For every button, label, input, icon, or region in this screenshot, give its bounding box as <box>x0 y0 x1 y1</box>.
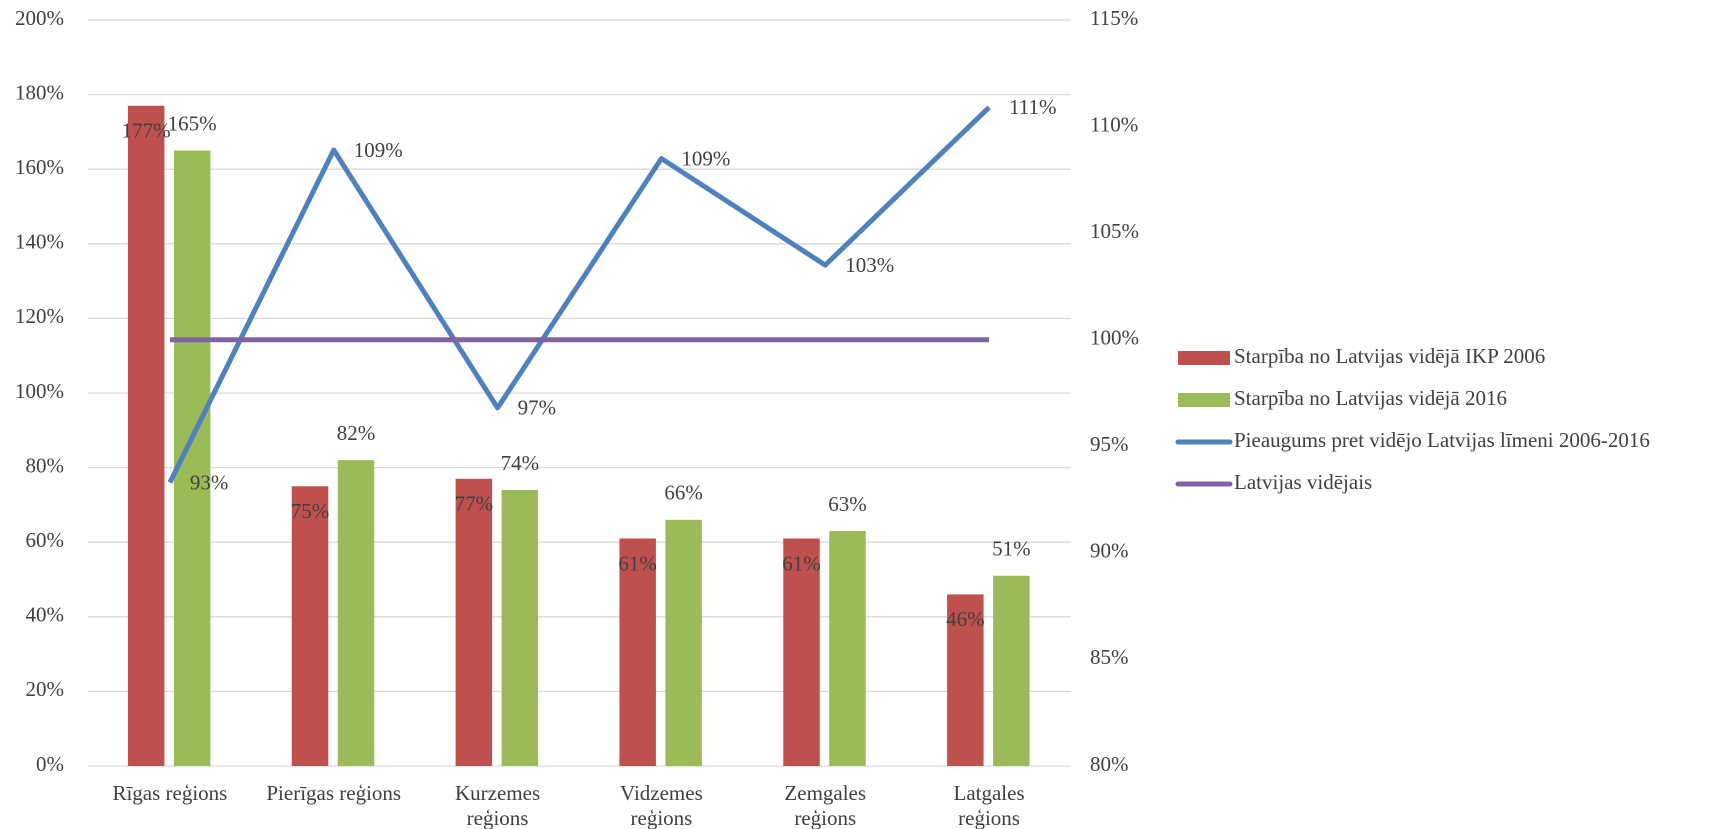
line <box>167 105 991 484</box>
value-label: 93% <box>190 470 229 494</box>
bar <box>665 519 702 766</box>
x-tick-line: reģions <box>467 806 529 829</box>
y-tick-label: 200% <box>15 6 64 30</box>
bar <box>127 105 165 767</box>
value-label: 61% <box>782 551 821 575</box>
value-label: 165% <box>168 111 217 135</box>
value-label: 61% <box>618 551 657 575</box>
x-tick-label: Zemgales reģions <box>784 781 866 829</box>
y-tick-label: 100% <box>15 379 64 403</box>
value-label: 111% <box>1009 95 1056 119</box>
bar <box>501 489 539 766</box>
y-tick-label: 180% <box>15 80 64 104</box>
bar <box>947 594 984 766</box>
x-tick-label: Latgales reģions <box>954 781 1025 829</box>
legend-label: Pieaugums pret vidējo Latvijas līmeni 20… <box>1234 428 1650 452</box>
value-label: 82% <box>337 421 376 445</box>
bar <box>829 531 866 766</box>
legend-swatch <box>1178 393 1230 407</box>
x-tick-line: Kurzemes <box>455 781 540 805</box>
legend-label: Latvijas vidējais <box>1234 470 1372 494</box>
bar <box>783 538 820 766</box>
y-tick-label: 120% <box>15 304 64 328</box>
x-tick-label: Rīgas reģions <box>112 781 227 805</box>
x-tick-line: Latgales <box>954 781 1025 805</box>
y-tick-label: 0% <box>36 752 64 776</box>
y2-tick-label: 95% <box>1090 432 1129 456</box>
y2-tick-label: 85% <box>1090 645 1129 669</box>
value-label: 97% <box>518 396 557 420</box>
x-tick-line: Zemgales <box>784 781 866 805</box>
value-label: 177% <box>122 119 171 143</box>
y-tick-label: 80% <box>26 453 65 477</box>
value-label: 109% <box>354 138 403 162</box>
y-tick-label: 20% <box>26 677 65 701</box>
legend-swatch <box>1178 351 1230 365</box>
x-tick-line: reģions <box>631 806 693 829</box>
y-tick-label: 140% <box>15 230 64 254</box>
bar <box>337 460 375 766</box>
x-tick-line: Vidzemes <box>620 781 703 805</box>
x-tick-line: reģions <box>958 806 1020 829</box>
legend-label: Starpība no Latvijas vidējā 2016 <box>1234 386 1507 410</box>
value-label: 63% <box>828 492 867 516</box>
x-tick-label: Kurzemes reģions <box>455 781 540 829</box>
value-label: 103% <box>845 253 894 277</box>
value-label: 74% <box>501 451 540 475</box>
y2-tick-label: 100% <box>1090 326 1139 350</box>
y2-tick-label: 80% <box>1090 752 1129 776</box>
bar <box>619 538 656 766</box>
bar <box>993 575 1030 766</box>
legend-label: Starpība no Latvijas vidējā IKP 2006 <box>1234 344 1545 368</box>
y-tick-label: 60% <box>26 528 65 552</box>
value-label: 46% <box>946 607 985 631</box>
x-tick-label: Vidzemes reģions <box>620 781 703 829</box>
y-tick-label: 40% <box>26 603 65 627</box>
value-label: 109% <box>681 146 730 170</box>
x-tick-line: reģions <box>794 806 856 829</box>
y2-tick-label: 105% <box>1090 219 1139 243</box>
x-tick-label: Pierīgas reģions <box>266 781 401 805</box>
value-label: 77% <box>455 492 494 516</box>
value-label: 66% <box>664 481 703 505</box>
bar <box>455 478 493 766</box>
bar <box>291 486 329 766</box>
value-label: 51% <box>992 537 1031 561</box>
y2-tick-label: 90% <box>1090 539 1129 563</box>
y2-tick-label: 110% <box>1090 112 1138 136</box>
y-tick-label: 160% <box>15 155 64 179</box>
y2-tick-label: 115% <box>1090 6 1138 30</box>
value-label: 75% <box>291 499 330 523</box>
